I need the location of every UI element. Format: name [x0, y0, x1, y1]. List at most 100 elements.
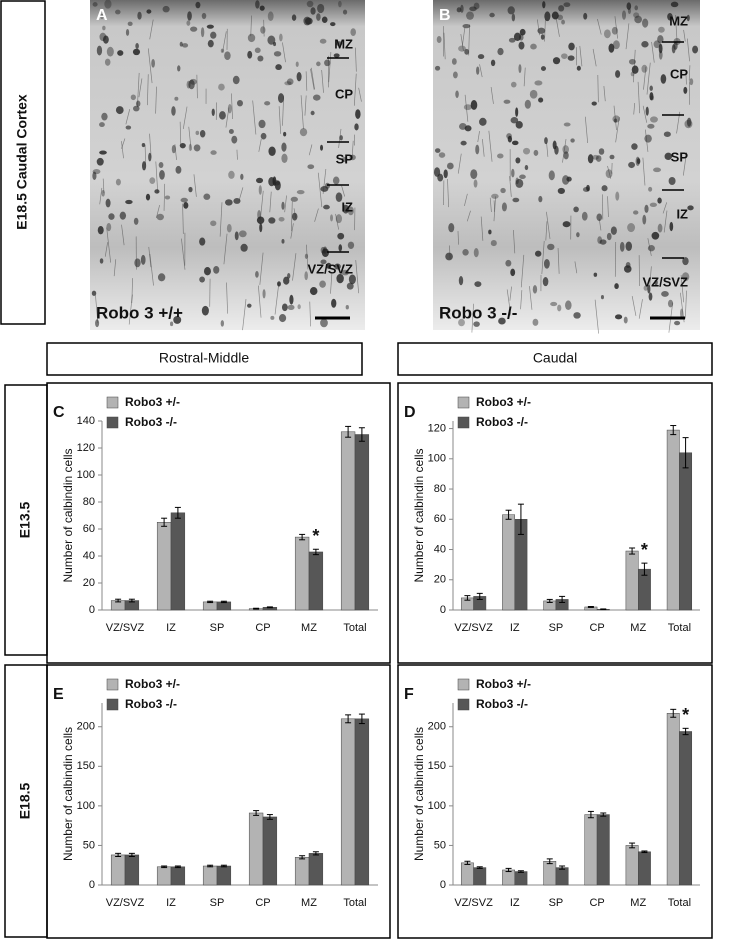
bar [556, 868, 568, 885]
cell [491, 60, 495, 66]
cell [333, 177, 340, 185]
cell [610, 155, 615, 159]
cell [636, 157, 640, 166]
cell [284, 81, 291, 85]
cell [115, 10, 121, 15]
x-tick-label: VZ/SVZ [454, 897, 493, 909]
cell [281, 142, 286, 151]
x-tick-label: Total [343, 897, 366, 909]
cell [626, 241, 632, 251]
bar [355, 719, 369, 885]
bar [679, 731, 691, 885]
cell [194, 144, 201, 151]
cell [247, 304, 252, 308]
cell [210, 32, 216, 39]
cell [515, 107, 518, 117]
cell [549, 170, 555, 180]
cell [615, 191, 619, 200]
cell [133, 49, 140, 55]
cell [641, 41, 648, 48]
cell [542, 1, 545, 8]
cell [661, 291, 669, 297]
cell [626, 262, 631, 268]
y-tick-label: 120 [428, 422, 446, 434]
cell [644, 135, 651, 143]
cell [541, 66, 546, 71]
cell [239, 230, 247, 237]
y-tick-label: 0 [440, 604, 446, 616]
cell [320, 186, 328, 192]
cell [268, 217, 275, 223]
cell [108, 213, 114, 220]
cell [563, 2, 570, 7]
cell [538, 97, 543, 102]
cell [347, 283, 354, 290]
cell [538, 196, 542, 202]
cell [602, 185, 608, 191]
cell [292, 14, 296, 20]
cell [658, 27, 665, 33]
layer-label: VZ/SVZ [307, 261, 353, 276]
cell [533, 285, 537, 293]
x-tick-label: Total [343, 622, 366, 634]
y-tick-label: 0 [440, 879, 446, 891]
cell [320, 319, 328, 328]
bar [515, 872, 527, 885]
cell [221, 49, 224, 53]
x-tick-label: Total [668, 897, 691, 909]
cell [190, 27, 197, 32]
cell [511, 169, 514, 178]
cell [512, 198, 519, 202]
legend-label: Robo3 -/- [125, 415, 177, 429]
cell [158, 273, 165, 281]
cell [297, 304, 300, 309]
cell [687, 118, 691, 127]
cell [627, 2, 632, 10]
cell [233, 76, 240, 85]
cell [530, 90, 538, 99]
cell [553, 141, 557, 150]
y-axis-label: Number of calbindin cells [61, 448, 75, 582]
cell [270, 316, 274, 320]
cell [92, 291, 96, 296]
cell [187, 81, 191, 89]
cell [116, 179, 121, 186]
cell [530, 44, 537, 50]
cell [455, 90, 459, 97]
cell [319, 281, 326, 288]
legend-swatch [107, 397, 118, 408]
y-tick-label: 40 [434, 543, 446, 555]
error-bar [600, 609, 606, 610]
cell [297, 190, 305, 194]
cell [502, 202, 507, 211]
cell [257, 55, 263, 61]
legend-swatch [458, 699, 469, 710]
cell [561, 20, 565, 25]
cell [163, 6, 170, 13]
bar [295, 537, 309, 610]
cell [641, 65, 647, 73]
cell [313, 94, 321, 100]
cell [131, 94, 136, 100]
cell [600, 239, 607, 244]
cell [474, 248, 479, 257]
layer-label: VZ/SVZ [642, 274, 688, 289]
cell [437, 174, 443, 182]
cell [631, 143, 637, 150]
y-tick-label: 60 [83, 523, 95, 535]
cell [573, 207, 579, 213]
cell [159, 162, 164, 168]
bar [217, 602, 231, 610]
cell [116, 106, 124, 114]
cell [669, 177, 676, 185]
bar [249, 813, 263, 885]
cell [307, 1, 314, 7]
cell [151, 59, 155, 68]
x-tick-label: CP [255, 622, 270, 634]
cell [466, 12, 474, 20]
y-tick-label: 100 [428, 453, 446, 465]
cell [316, 62, 321, 67]
